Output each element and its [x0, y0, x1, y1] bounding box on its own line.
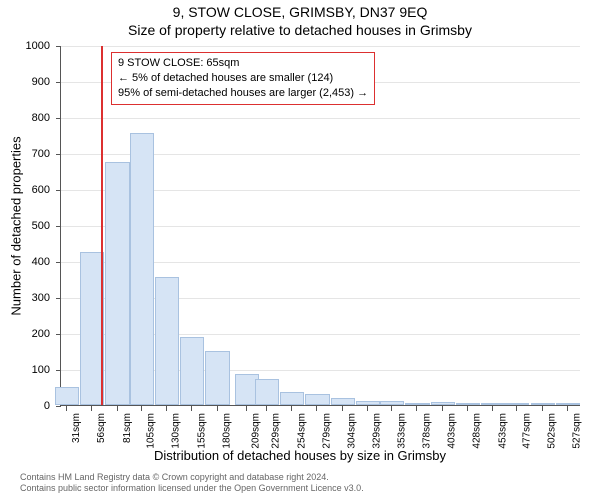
y-tick — [56, 82, 61, 83]
credits: Contains HM Land Registry data © Crown c… — [20, 472, 364, 495]
x-tick — [367, 406, 368, 411]
x-tick — [492, 406, 493, 411]
x-tick — [91, 406, 92, 411]
x-tick-label: 353sqm — [396, 413, 407, 449]
x-tick — [266, 406, 267, 411]
x-tick — [516, 406, 517, 411]
y-tick — [56, 262, 61, 263]
x-tick — [342, 406, 343, 411]
y-tick-label: 700 — [32, 148, 50, 160]
marker-line — [101, 46, 103, 405]
y-tick-label: 900 — [32, 76, 50, 88]
x-tick-label: 527sqm — [572, 413, 583, 449]
x-tick — [542, 406, 543, 411]
x-tick-label: 329sqm — [372, 413, 383, 449]
gridline — [61, 118, 580, 119]
x-tick-label: 180sqm — [222, 413, 233, 449]
bar — [331, 398, 355, 405]
y-tick — [56, 334, 61, 335]
x-tick — [391, 406, 392, 411]
x-tick-label: 209sqm — [251, 413, 262, 449]
chart-title: 9, STOW CLOSE, GRIMSBY, DN37 9EQ — [0, 4, 600, 20]
x-tick-label: 229sqm — [271, 413, 282, 449]
x-tick — [467, 406, 468, 411]
bar — [105, 162, 129, 405]
x-tick — [141, 406, 142, 411]
x-tick-label: 502sqm — [547, 413, 558, 449]
bar — [280, 392, 304, 405]
bar — [255, 379, 279, 405]
bar — [456, 403, 480, 405]
credits-line1: Contains HM Land Registry data © Crown c… — [20, 472, 364, 483]
y-tick — [56, 46, 61, 47]
x-axis-title: Distribution of detached houses by size … — [0, 448, 600, 463]
y-tick-label: 400 — [32, 256, 50, 268]
x-tick-label: 254sqm — [296, 413, 307, 449]
y-tick-label: 100 — [32, 364, 50, 376]
x-tick-label: 155sqm — [196, 413, 207, 449]
bar — [531, 403, 555, 405]
credits-line2: Contains public sector information licen… — [20, 483, 364, 494]
y-tick — [56, 226, 61, 227]
y-tick — [56, 154, 61, 155]
x-tick-label: 81sqm — [122, 413, 133, 443]
annot-line3: 95% of semi-detached houses are larger (… — [118, 86, 368, 101]
bar — [205, 351, 229, 405]
x-tick — [66, 406, 67, 411]
x-tick — [291, 406, 292, 411]
annot-line1: 9 STOW CLOSE: 65sqm — [118, 56, 368, 71]
y-axis-labels: 01002003004005006007008009001000 — [0, 46, 55, 406]
chart-container: 9, STOW CLOSE, GRIMSBY, DN37 9EQ Size of… — [0, 0, 600, 500]
x-tick — [442, 406, 443, 411]
y-tick — [56, 298, 61, 299]
x-tick — [316, 406, 317, 411]
y-tick — [56, 370, 61, 371]
y-tick-label: 800 — [32, 112, 50, 124]
x-tick-label: 31sqm — [71, 413, 82, 443]
bar — [305, 394, 329, 405]
x-tick — [191, 406, 192, 411]
y-tick — [56, 118, 61, 119]
bar — [431, 402, 455, 405]
x-tick — [416, 406, 417, 411]
x-tick-label: 428sqm — [472, 413, 483, 449]
gridline — [61, 46, 580, 47]
bar — [356, 401, 380, 405]
y-tick-label: 0 — [44, 400, 50, 412]
x-tick — [567, 406, 568, 411]
x-tick-label: 279sqm — [321, 413, 332, 449]
y-tick — [56, 190, 61, 191]
x-tick — [166, 406, 167, 411]
y-tick-label: 1000 — [26, 40, 50, 52]
annotation-box: 9 STOW CLOSE: 65sqm ← 5% of detached hou… — [111, 52, 375, 105]
bar — [155, 277, 179, 405]
bar — [556, 403, 580, 405]
y-tick-label: 300 — [32, 292, 50, 304]
x-tick-label: 105sqm — [146, 413, 157, 449]
x-tick-label: 403sqm — [447, 413, 458, 449]
x-tick-label: 130sqm — [171, 413, 182, 449]
x-tick-label: 378sqm — [421, 413, 432, 449]
bar — [505, 403, 529, 405]
x-tick — [246, 406, 247, 411]
bar — [481, 403, 505, 405]
y-tick-label: 600 — [32, 184, 50, 196]
y-tick-label: 200 — [32, 328, 50, 340]
x-axis-labels: 31sqm 56sqm 81sqm 105sqm 130sqm 155sqm 180sqm 2… — [60, 406, 580, 446]
annot-line2: ← 5% of detached houses are smaller (124… — [118, 71, 368, 86]
bar — [180, 337, 204, 405]
x-tick-label: 304sqm — [347, 413, 358, 449]
chart-subtitle: Size of property relative to detached ho… — [0, 22, 600, 38]
x-tick — [217, 406, 218, 411]
bar — [130, 133, 154, 405]
plot-area: 9 STOW CLOSE: 65sqm ← 5% of detached hou… — [60, 46, 580, 406]
y-tick-label: 500 — [32, 220, 50, 232]
bar — [55, 387, 79, 405]
bar — [380, 401, 404, 405]
bar — [405, 403, 429, 405]
x-tick-label: 477sqm — [521, 413, 532, 449]
x-tick — [117, 406, 118, 411]
x-tick-label: 56sqm — [96, 413, 107, 443]
x-tick-label: 453sqm — [497, 413, 508, 449]
